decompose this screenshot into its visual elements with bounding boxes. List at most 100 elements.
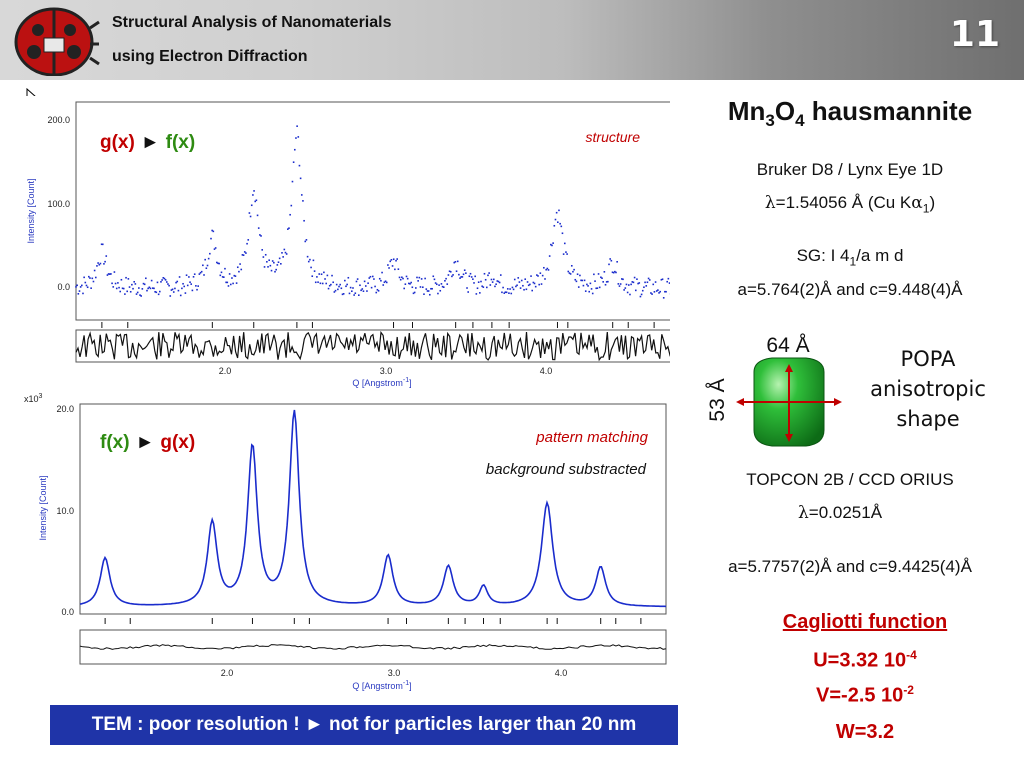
data-point: [596, 287, 599, 289]
data-point: [96, 265, 98, 267]
data-point: [206, 264, 209, 267]
data-point: [188, 276, 190, 278]
data-point: [569, 273, 572, 275]
data-point: [252, 194, 254, 196]
data-point: [101, 243, 104, 246]
data-point: [142, 282, 145, 285]
data-point: [355, 280, 358, 283]
data-point: [136, 291, 139, 294]
data-point: [277, 261, 280, 264]
data-point: [337, 288, 339, 291]
data-point: [515, 285, 517, 288]
presentation-title-line1: Structural Analysis of Nanomaterials: [112, 14, 392, 31]
mineral-title: Mn3O4 hausmannite: [727, 96, 973, 131]
data-point: [174, 287, 176, 290]
data-point: [562, 253, 565, 255]
data-point: [287, 228, 289, 230]
data-point: [537, 275, 539, 277]
data-point: [179, 294, 182, 297]
top-y-ticks: 200.0 100.0 0.0: [47, 115, 70, 292]
data-point: [289, 213, 291, 216]
data-point: [344, 279, 346, 282]
banner-text-part1: TEM : poor resolution !: [91, 714, 305, 735]
data-point: [373, 278, 375, 280]
data-point: [648, 279, 651, 281]
data-point: [135, 293, 138, 295]
data-point: [270, 269, 273, 272]
data-point: [157, 293, 160, 296]
data-point: [340, 287, 343, 290]
data-point: [570, 264, 573, 267]
data-point: [271, 260, 274, 262]
data-point: [196, 288, 198, 291]
data-point: [292, 161, 295, 163]
particle-size-horizontal: 64 Å: [766, 334, 809, 357]
data-point: [245, 252, 247, 254]
data-point: [420, 278, 423, 280]
data-point: [248, 212, 251, 214]
data-point: [548, 255, 551, 257]
data-point: [558, 209, 560, 212]
bottom-y-tick: 10.0: [56, 506, 74, 516]
data-point: [351, 290, 353, 293]
data-point: [203, 274, 205, 276]
top-x-ticks: 2.0 3.0 4.0: [219, 366, 553, 376]
space-group: SG: I 41/a m d: [796, 246, 904, 269]
bottom-x-tick: 3.0: [388, 668, 401, 678]
data-point: [540, 283, 543, 285]
top-diffraction-plot: Intensity [Count] 200.0 100.0 0.0 2.0 3.…: [22, 96, 670, 388]
data-point: [432, 275, 435, 278]
data-point: [378, 277, 381, 280]
data-point: [480, 280, 482, 283]
xrd-cell-parameters: a=5.764(2)Å and c=9.448(4)Å: [737, 280, 963, 299]
data-point: [317, 281, 319, 283]
data-point: [495, 283, 497, 286]
data-point: [625, 283, 628, 286]
data-point: [220, 271, 223, 274]
data-point: [300, 194, 303, 196]
data-point: [140, 295, 142, 297]
data-point: [455, 270, 458, 273]
data-point: [236, 266, 239, 269]
data-point: [115, 287, 118, 290]
data-point: [589, 282, 592, 285]
data-point: [487, 274, 489, 277]
data-point: [646, 281, 649, 284]
data-point: [557, 221, 559, 224]
data-point: [226, 281, 229, 284]
data-point: [581, 279, 584, 282]
data-point: [377, 290, 380, 292]
data-point: [396, 258, 399, 260]
data-point: [307, 260, 310, 263]
data-point: [205, 267, 208, 270]
data-point: [511, 286, 514, 289]
data-point: [359, 284, 361, 287]
data-point: [494, 285, 496, 288]
data-point: [195, 285, 197, 287]
data-point: [149, 287, 152, 290]
data-point: [529, 283, 531, 286]
slide-number: 11: [949, 14, 1000, 55]
data-point: [440, 283, 443, 285]
data-point: [380, 279, 382, 282]
data-point: [242, 254, 245, 256]
data-point: [341, 293, 344, 296]
slide-header: Structural Analysis of Nanomaterials usi…: [0, 0, 1024, 80]
data-point: [227, 285, 230, 287]
data-point: [442, 286, 445, 288]
data-point: [349, 286, 352, 289]
data-point: [410, 281, 412, 284]
data-point: [459, 277, 461, 279]
data-point: [316, 276, 318, 278]
data-point: [425, 288, 428, 290]
top-x-tick: 4.0: [540, 366, 553, 376]
data-point: [580, 279, 582, 282]
data-point: [626, 291, 629, 294]
data-point: [428, 293, 431, 296]
data-point: [637, 282, 639, 285]
data-point: [354, 292, 357, 295]
data-point: [321, 282, 324, 285]
data-point: [261, 249, 264, 251]
data-point: [520, 279, 523, 282]
data-point: [483, 272, 486, 275]
